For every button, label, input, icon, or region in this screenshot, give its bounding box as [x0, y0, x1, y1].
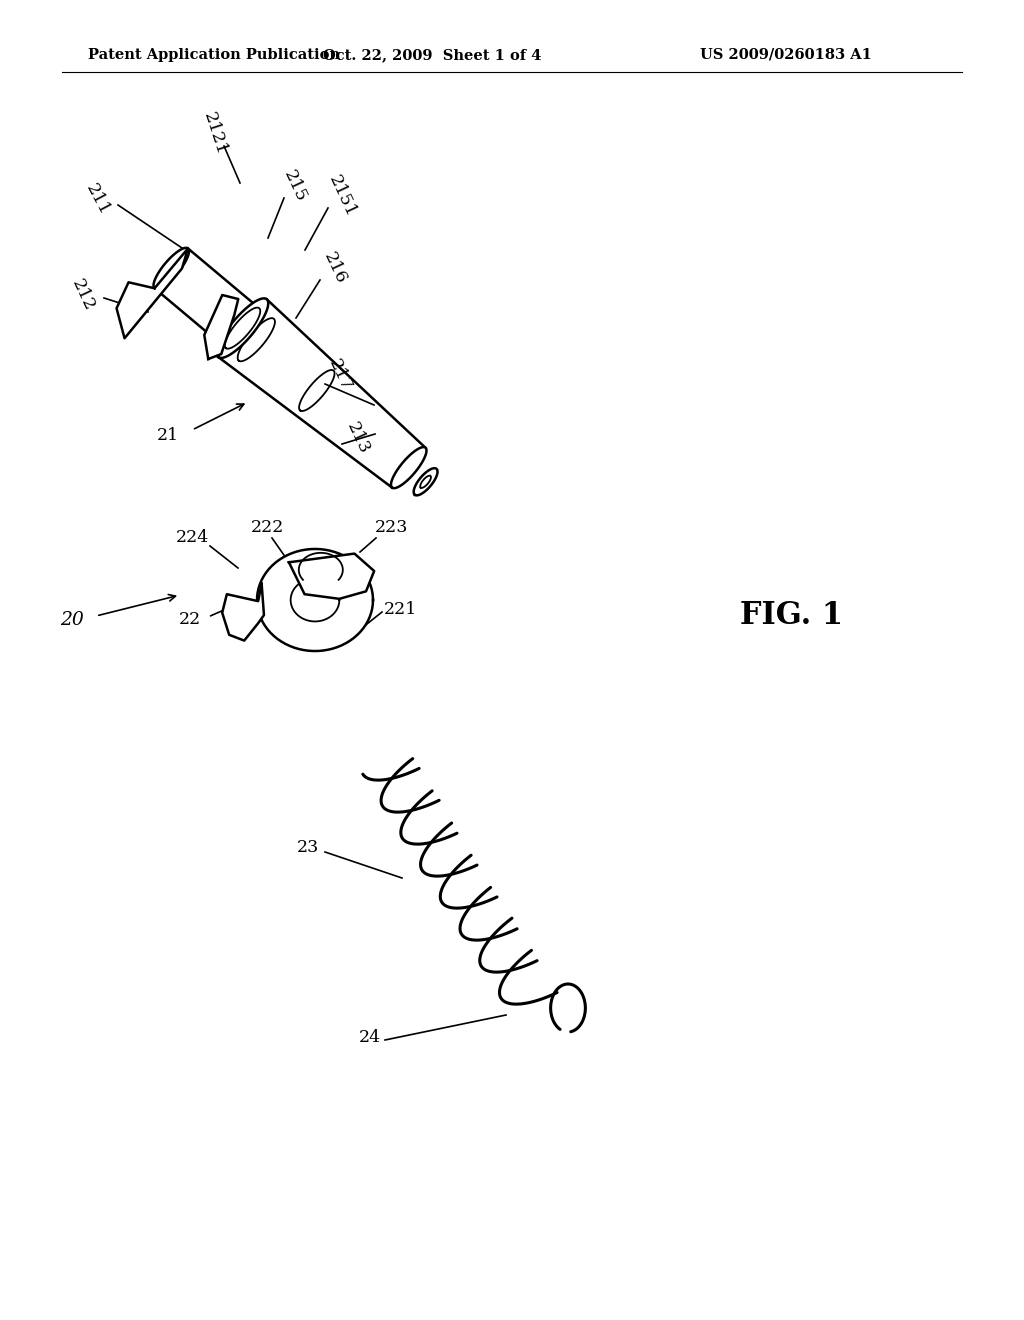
Text: Oct. 22, 2009  Sheet 1 of 4: Oct. 22, 2009 Sheet 1 of 4 — [323, 48, 542, 62]
Polygon shape — [217, 298, 268, 358]
Text: 2151: 2151 — [325, 173, 359, 219]
Text: 224: 224 — [175, 529, 209, 546]
Text: 24: 24 — [359, 1030, 381, 1047]
Text: 222: 222 — [251, 520, 285, 536]
Polygon shape — [204, 296, 239, 359]
Polygon shape — [391, 447, 426, 488]
Polygon shape — [289, 553, 374, 599]
Polygon shape — [414, 469, 437, 495]
Text: US 2009/0260183 A1: US 2009/0260183 A1 — [700, 48, 871, 62]
Text: FIG. 1: FIG. 1 — [740, 599, 844, 631]
Text: 216: 216 — [321, 249, 350, 286]
Text: 213: 213 — [343, 420, 373, 457]
Text: 2121: 2121 — [200, 111, 230, 157]
Text: 221: 221 — [383, 602, 417, 619]
Text: 211: 211 — [83, 181, 114, 219]
Text: 21: 21 — [157, 426, 179, 444]
Polygon shape — [257, 549, 373, 651]
Text: 23: 23 — [297, 840, 319, 857]
Text: 212: 212 — [69, 276, 97, 314]
Text: 223: 223 — [376, 520, 409, 536]
Text: 215: 215 — [281, 168, 309, 205]
Text: 217: 217 — [326, 356, 354, 393]
Text: 22: 22 — [179, 611, 201, 628]
Polygon shape — [222, 583, 264, 640]
Text: Patent Application Publication: Patent Application Publication — [88, 48, 340, 62]
Text: 20: 20 — [60, 611, 84, 630]
Polygon shape — [154, 248, 189, 289]
Polygon shape — [117, 248, 188, 338]
